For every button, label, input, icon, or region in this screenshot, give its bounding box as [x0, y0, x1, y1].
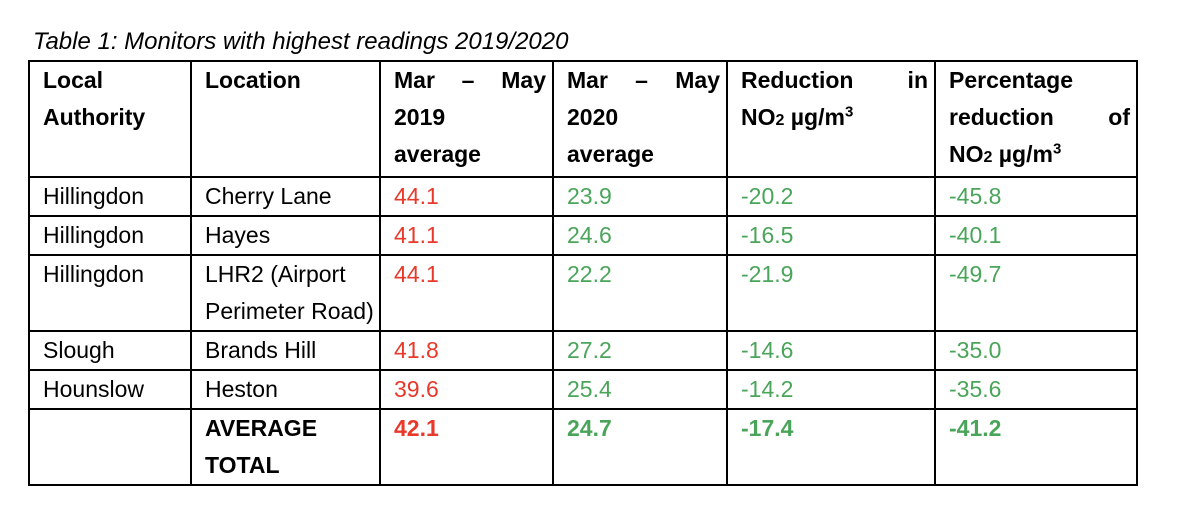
cell-percent: -35.0: [934, 330, 1138, 371]
cell-reduction: -21.9: [726, 254, 936, 332]
table-row: Hounslow Heston 39.6 25.4 -14.2 -35.6: [28, 369, 1138, 410]
cell-reduction: -16.5: [726, 215, 936, 256]
header-reduction-unit: NO2 µg/m3: [741, 103, 854, 130]
table-row: Hillingdon LHR2 (Airport Perimeter Road)…: [28, 254, 1138, 332]
cell-authority: [28, 408, 192, 486]
cell-2019: 41.8: [379, 330, 554, 371]
cell-2020: 24.6: [552, 215, 728, 256]
table-row: Hillingdon Hayes 41.1 24.6 -16.5 -40.1: [28, 215, 1138, 256]
cell-percent: -41.2: [934, 408, 1138, 486]
header-local-authority: Local Authority: [28, 60, 192, 178]
cell-authority: Hillingdon: [28, 215, 192, 256]
cell-percent: -49.7: [934, 254, 1138, 332]
cell-2020: 27.2: [552, 330, 728, 371]
cell-reduction: -20.2: [726, 176, 936, 217]
cell-reduction: -17.4: [726, 408, 936, 486]
cell-location: LHR2 (Airport Perimeter Road): [190, 254, 381, 332]
cell-percent: -35.6: [934, 369, 1138, 410]
cell-percent: -40.1: [934, 215, 1138, 256]
cell-2020: 23.9: [552, 176, 728, 217]
header-reduction: Reduction in NO2 µg/m3: [726, 60, 936, 178]
table-caption: Table 1: Monitors with highest readings …: [33, 28, 569, 55]
table-row: Hillingdon Cherry Lane 44.1 23.9 -20.2 -…: [28, 176, 1138, 217]
cell-authority: Slough: [28, 330, 192, 371]
cell-reduction: -14.6: [726, 330, 936, 371]
cell-2020: 25.4: [552, 369, 728, 410]
table-row: Slough Brands Hill 41.8 27.2 -14.6 -35.0: [28, 330, 1138, 371]
cell-location: Heston: [190, 369, 381, 410]
cell-authority: Hillingdon: [28, 176, 192, 217]
cell-percent: -45.8: [934, 176, 1138, 217]
cell-2019: 41.1: [379, 215, 554, 256]
header-mar-may-2019: Mar – May 2019 average: [379, 60, 554, 178]
cell-location: AVERAGE TOTAL: [190, 408, 381, 486]
cell-reduction: -14.2: [726, 369, 936, 410]
cell-location: Cherry Lane: [190, 176, 381, 217]
cell-2020: 24.7: [552, 408, 728, 486]
header-location: Location: [190, 60, 381, 178]
table-header-row: Local Authority Location Mar – May 2019 …: [28, 60, 1138, 178]
cell-location: Hayes: [190, 215, 381, 256]
cell-authority: Hounslow: [28, 369, 192, 410]
cell-authority: Hillingdon: [28, 254, 192, 332]
cell-2019: 44.1: [379, 176, 554, 217]
cell-location: Brands Hill: [190, 330, 381, 371]
header-percentage: Percentage reduction of NO2 µg/m3: [934, 60, 1138, 178]
cell-2019: 42.1: [379, 408, 554, 486]
cell-2019: 44.1: [379, 254, 554, 332]
cell-2019: 39.6: [379, 369, 554, 410]
cell-2020: 22.2: [552, 254, 728, 332]
table-total-row: AVERAGE TOTAL 42.1 24.7 -17.4 -41.2: [28, 408, 1138, 486]
header-percentage-unit: NO2 µg/m3: [949, 140, 1062, 167]
header-mar-may-2020: Mar – May 2020 average: [552, 60, 728, 178]
monitor-readings-table: Local Authority Location Mar – May 2019 …: [28, 60, 1138, 486]
